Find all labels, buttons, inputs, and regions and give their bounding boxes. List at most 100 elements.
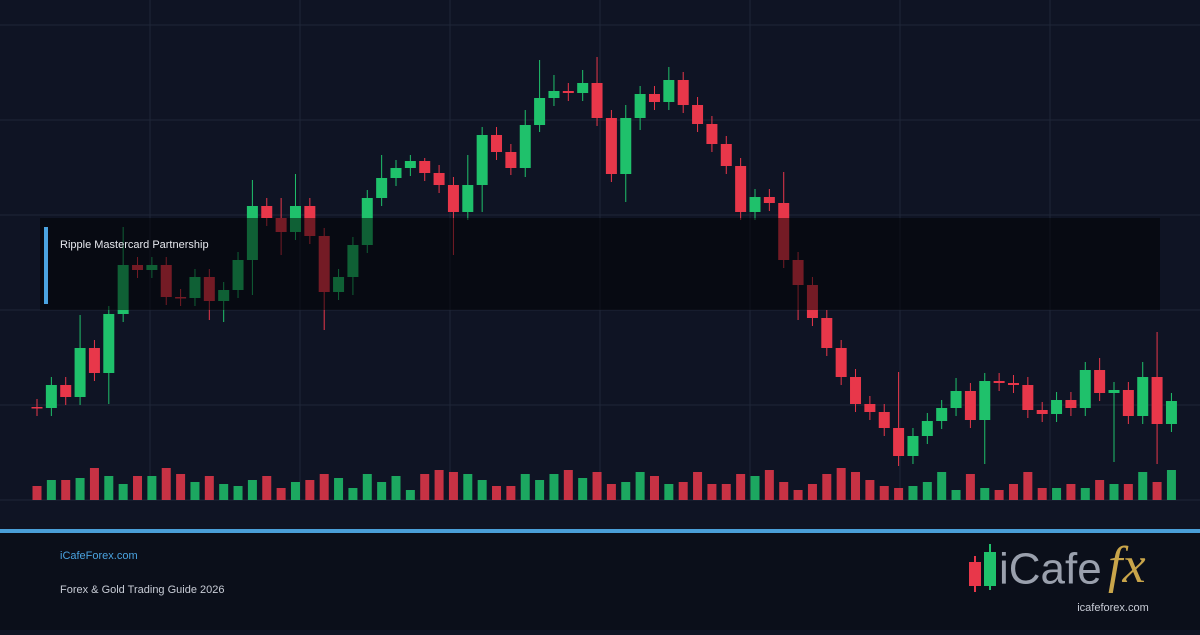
candle-body [1137,377,1149,416]
candle-body [1051,400,1063,414]
candle-body [404,161,416,168]
volume-bar [147,476,157,500]
volume-bar [836,468,846,500]
volume-bar [908,486,918,500]
candle-body [562,91,574,93]
candle-body [692,105,704,124]
volume-bar [334,478,344,500]
candle-body [950,391,962,408]
volume-bar [434,470,444,500]
candle-body [447,185,459,212]
volume-bar [104,476,114,500]
candle-body [835,348,847,377]
annotation: Ripple Mastercard Partnership [60,239,209,251]
volume-bar [535,480,545,500]
volume-bar [1152,482,1162,500]
volume-bar [1008,484,1018,500]
candle-body [893,428,905,456]
volume-bar [75,478,85,500]
volume-bar [405,490,415,500]
candle-body [663,80,675,102]
volume-bar [492,486,502,500]
volume-bar [965,474,975,500]
candle-body [390,168,402,178]
candle-body [864,404,876,412]
candle-body [88,348,100,373]
candle-body [1065,400,1077,408]
candle-body [261,206,273,218]
candle-body [1036,410,1048,414]
volume-bar [463,474,473,500]
logo-accent: fx [1108,537,1146,594]
subtitle: Forex & Gold Trading Guide 2026 [60,584,224,596]
volume-bar [693,472,703,500]
candle-body [763,197,775,203]
volume-bar [678,482,688,500]
logo-icon [969,544,996,592]
candle-body [921,421,933,436]
volume-bar [664,484,674,500]
volume-bar [233,486,243,500]
annotation-band [40,218,1160,310]
candle-body [491,135,503,152]
site-link[interactable]: iCafeForex.com [60,550,138,562]
candle-body [74,348,86,397]
candle-body [462,185,474,212]
volume-bar [448,472,458,500]
volume-bar [994,490,1004,500]
volume-bar [46,480,56,500]
volume-bar [1166,470,1176,500]
volume-bar [1052,488,1062,500]
volume-bar [377,482,387,500]
volume-bar [822,474,832,500]
volume-bar [1095,480,1105,500]
candle-body [878,412,890,428]
volume-bar [319,474,329,500]
volume-bar [707,484,717,500]
candle-body [720,144,732,166]
candle-body [1108,390,1120,393]
volume-bar [190,482,200,500]
candle-body [1165,401,1177,424]
volume-bar [348,488,358,500]
candle-body [45,385,57,408]
candle-body [821,318,833,348]
candle-body [993,381,1005,383]
volume-bar [305,480,315,500]
candle-body [548,91,560,98]
volume-bar [1138,472,1148,500]
candle-body [979,381,991,420]
volume-bar [362,474,372,500]
candle-body [1151,377,1163,424]
candle-body [1094,370,1106,393]
candle-body [850,377,862,404]
volume-bar [649,476,659,500]
volume-bar [262,476,272,500]
volume-bar [793,490,803,500]
candle-body [1022,385,1034,410]
candle-body [634,94,646,118]
volume-bar [219,484,229,500]
divider [0,529,1200,533]
candle-body [419,161,431,173]
volume-bar [764,470,774,500]
candle-body [749,197,761,212]
volume-bar [851,472,861,500]
volume-bar [133,476,143,500]
volume-bar [635,472,645,500]
candle-body [1007,383,1019,385]
volume-bar [1066,484,1076,500]
volume-bar [420,474,430,500]
volume-bar [290,482,300,500]
footer [0,532,1200,630]
candle-body [936,408,948,421]
candle-body [505,152,517,168]
candle-body [376,178,388,198]
annotation-marker [44,227,48,304]
candle-body [476,135,488,185]
volume-bar [606,484,616,500]
volume-bar [592,472,602,500]
volume-bar [621,482,631,500]
